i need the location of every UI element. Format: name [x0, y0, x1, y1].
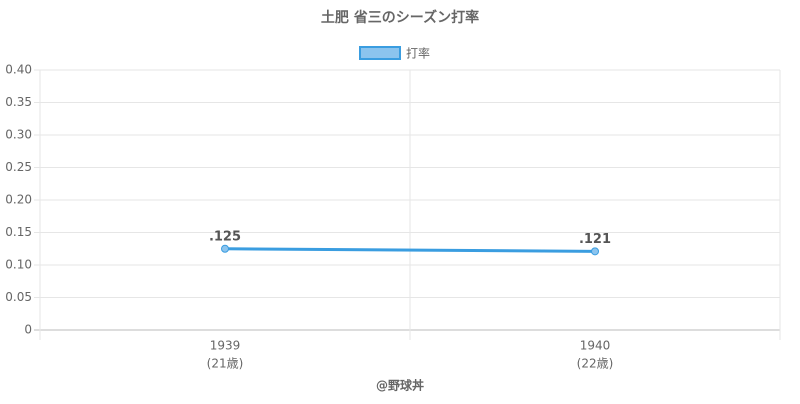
value-label: .121: [579, 232, 611, 247]
y-tick-label: 0.30: [5, 128, 32, 142]
line: [224, 247, 596, 253]
point: [591, 247, 599, 256]
x-tick-label: 1940: [580, 339, 611, 353]
y-tick-label: 0.40: [5, 63, 32, 77]
x-tick-sublabel: (22歳): [577, 357, 614, 371]
legend-swatch: [359, 46, 401, 60]
legend-label: 打率: [406, 46, 430, 61]
y-tick-label: 0.15: [5, 225, 32, 239]
y-tick-label: 0.05: [5, 290, 32, 304]
y-tick-label: 0.10: [5, 258, 32, 272]
y-tick-label: 0: [24, 323, 32, 337]
x-tick-sublabel: (21歳): [207, 357, 244, 371]
chart-title: 土肥 省三のシーズン打率: [321, 9, 479, 26]
point: [221, 244, 229, 253]
x-tick-label: 1939: [210, 339, 241, 353]
value-label: .125: [209, 229, 241, 244]
y-tick-label: 0.35: [5, 95, 32, 109]
y-tick-label: 0.20: [5, 193, 32, 207]
annotation: @野球丼: [376, 378, 424, 393]
y-tick-label: 0.25: [5, 160, 32, 174]
